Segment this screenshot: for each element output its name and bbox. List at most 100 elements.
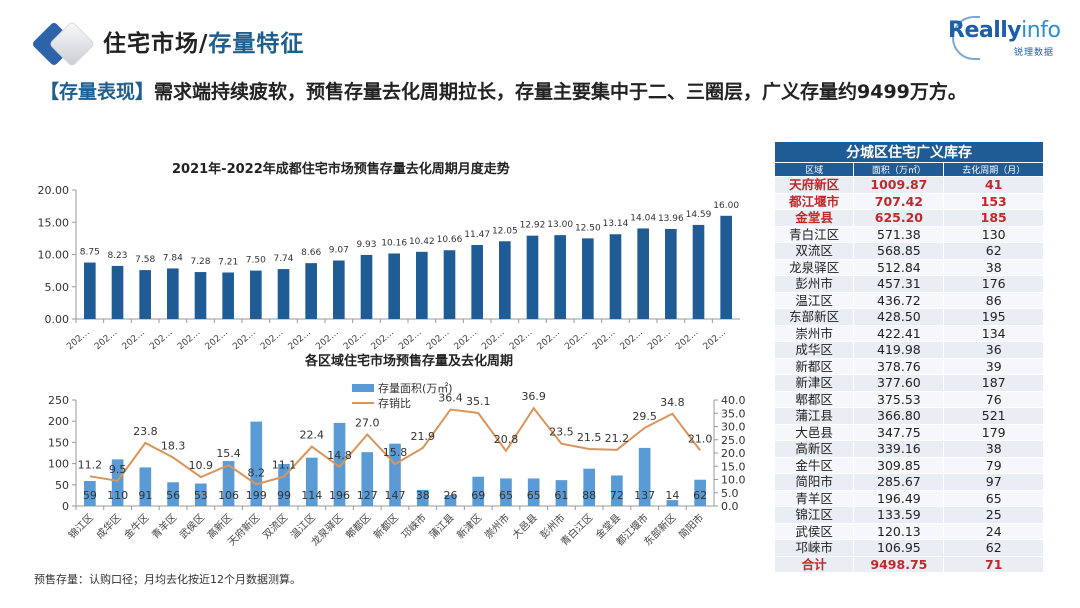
y-left-tick-label: 250 [48,394,69,407]
table-row: 简阳市 285.67 97 [773,473,1044,491]
line-data-label: 11.2 [78,458,103,471]
x-tick-label: 金牛区 [121,511,151,541]
total-area: 9498.75 [853,555,945,573]
footnote: 预售存量：认购口径；月均去化按近12个月数据测算。 [34,573,301,586]
cell-area: 568.85 [853,242,945,260]
brand-logo: Reallyinfo 锐理数据 [948,16,1068,62]
cell-district: 锦江区 [773,506,855,524]
x-tick-label: 新津区 [454,511,484,541]
cell-district: 金牛区 [773,456,855,474]
line-data-label: 23.5 [549,426,574,439]
bar [692,224,705,319]
data-label: 9.93 [356,240,376,250]
x-tick-label: 202… [65,328,91,352]
x-tick-label: 双流区 [260,511,290,541]
data-label: 14.04 [630,213,656,223]
bar [167,268,179,319]
x-tick-label: 郫都区 [343,511,373,541]
table-row: 邛崍市 106.95 62 [773,539,1044,557]
x-tick-label: 崇州市 [482,511,512,541]
bar [195,483,207,506]
legend: 存量面积(万㎡)存销比 [352,381,453,410]
x-tick-label: 新都区 [371,511,401,541]
ratio-line [89,406,701,486]
bar [582,238,594,319]
legend-bar-swatch [352,384,374,392]
data-label: 9.07 [329,245,349,255]
x-tick-label: 简阳市 [676,511,706,541]
bar-value-label: 65 [527,489,541,502]
cell-cycle: 97 [943,473,1044,491]
y-left-tick-label: 50 [55,479,69,492]
table-row: 金堂县 625.20 185 [773,209,1044,227]
data-label: 8.66 [301,248,321,258]
bar-value-label: 38 [416,489,430,502]
x-tick-label: 202… [342,328,368,352]
x-tick-label: 202… [591,328,617,352]
line-data-label: 29.5 [632,410,657,423]
data-label: 8.75 [80,248,100,258]
bar-value-label: 59 [83,489,97,502]
cell-district: 高新区 [773,440,855,458]
x-tick-label: 202… [508,328,534,352]
title-accent: 存量特征 [208,31,305,57]
bar [84,262,96,319]
y-tick-label: 0.00 [45,313,70,326]
line-data-label: 22.4 [300,429,325,442]
y-tick-label: 15.00 [38,216,70,229]
bar [666,500,679,506]
x-tick-label: 202… [425,328,451,352]
x-tick-label: 202… [370,328,396,352]
line-data-label: 23.8 [133,425,158,438]
brand-name-dark: Really [948,18,1022,43]
y-right-tick-label: 0.0 [721,500,739,513]
cell-district: 青羊区 [773,489,855,507]
bar [389,443,401,506]
bar-value-label: 196 [329,489,350,502]
table-row: 青羊区 196.49 65 [773,489,1044,507]
bar-value-label: 91 [138,489,152,502]
line-data-label: 8.2 [248,466,266,479]
cell-district: 东部新区 [773,308,855,326]
line-data-label: 21.5 [577,431,602,444]
bar [472,476,485,506]
table-row: 温江区 436.72 86 [773,291,1044,309]
y-left-tick-label: 100 [48,458,69,471]
cell-cycle: 25 [943,506,1044,524]
cell-district: 龙泉驿区 [773,258,855,276]
cell-cycle: 39 [943,357,1044,375]
bar-value-label: 137 [634,489,655,502]
cell-area: 106.95 [853,539,945,557]
bar [609,234,622,319]
data-label: 7.50 [246,256,266,266]
data-label: 7.21 [218,257,238,267]
bar-value-label: 127 [357,489,378,502]
cell-area: 339.16 [853,440,945,458]
line-data-label: 36.9 [521,390,546,403]
bar [250,421,263,506]
y-right-tick-label: 15.0 [721,460,746,473]
bar [139,270,151,319]
y-left-tick-label: 0 [62,500,69,513]
bar [84,480,96,506]
data-label: 12.92 [520,221,546,231]
bar [500,478,512,506]
bar [361,452,374,506]
cell-cycle: 38 [943,258,1044,276]
x-tick-label: 202… [674,328,700,352]
line-data-label: 21.0 [688,432,713,445]
cell-cycle: 24 [943,522,1044,540]
y-tick-label: 5.00 [45,281,70,294]
bar [720,215,732,319]
cell-area: 377.60 [853,374,945,392]
x-tick-label: 202… [93,328,119,352]
line-data-label: 34.8 [660,396,685,409]
cell-cycle: 38 [943,440,1044,458]
line-data-label: 21.2 [605,432,630,445]
bar [222,461,235,506]
cell-area: 366.80 [853,407,945,425]
y-left-tick-label: 150 [48,436,69,449]
bar [694,479,706,506]
data-label: 11.47 [464,230,490,240]
x-tick-label: 202… [563,328,589,352]
